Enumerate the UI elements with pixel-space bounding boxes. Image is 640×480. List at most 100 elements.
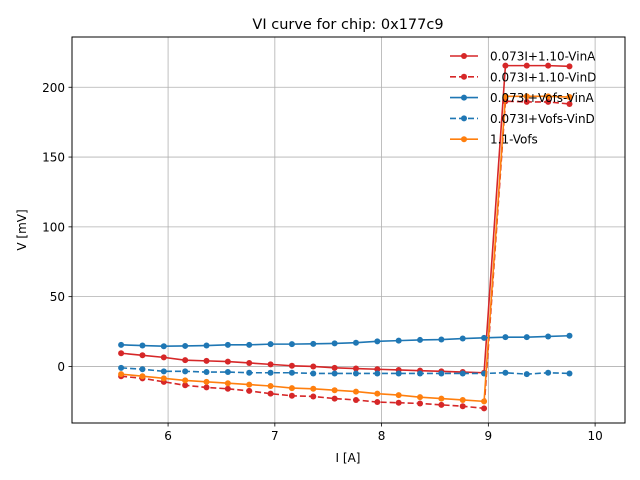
data-point: [246, 341, 253, 348]
data-point: [481, 398, 488, 405]
legend-item: 0.073I+Vofs-VinA: [450, 91, 595, 105]
data-point: [374, 370, 381, 377]
data-point: [545, 333, 552, 340]
series-group: [118, 62, 573, 412]
data-point: [160, 343, 167, 350]
y-axis-label: V [mV]: [15, 209, 29, 250]
data-point: [417, 370, 424, 377]
data-point: [566, 370, 573, 377]
data-point: [118, 350, 125, 357]
data-point: [310, 340, 317, 347]
data-point: [160, 368, 167, 375]
data-point: [438, 401, 445, 408]
data-point: [374, 390, 381, 397]
x-tick-label: 8: [378, 429, 386, 443]
data-point: [566, 94, 573, 101]
data-point: [310, 393, 317, 400]
legend-swatch-marker: [461, 115, 467, 122]
data-point: [139, 373, 146, 380]
data-point: [203, 378, 210, 385]
data-point: [566, 63, 573, 70]
data-point: [502, 334, 509, 341]
data-point: [459, 403, 466, 410]
data-point: [331, 364, 338, 371]
data-point: [331, 370, 338, 377]
y-axis-ticks: 0 50 100 150 200: [42, 81, 72, 374]
data-point: [203, 342, 210, 349]
series-3: [118, 364, 573, 378]
legend-item: 0.073I+1.10-VinD: [450, 70, 596, 84]
x-tick-label: 10: [587, 429, 602, 443]
data-point: [523, 62, 530, 69]
data-point: [331, 395, 338, 402]
data-point: [352, 370, 359, 377]
data-point: [331, 387, 338, 394]
data-point: [438, 370, 445, 377]
data-point: [139, 342, 146, 349]
data-point: [566, 332, 573, 339]
data-point: [288, 369, 295, 376]
data-point: [545, 369, 552, 376]
y-tick-label: 50: [50, 290, 65, 304]
data-point: [374, 366, 381, 373]
series-line: [121, 334, 570, 348]
data-point: [203, 357, 210, 364]
data-point: [288, 362, 295, 369]
legend-item: 1.1-Vofs: [450, 133, 538, 147]
legend-swatch-marker: [461, 73, 467, 80]
x-axis-label: I [A]: [336, 451, 361, 465]
data-point: [352, 388, 359, 395]
chart-title: VI curve for chip: 0x177c9: [252, 17, 443, 33]
y-tick-label: 0: [57, 360, 65, 374]
data-point: [438, 395, 445, 402]
data-point: [481, 334, 488, 341]
data-point: [246, 381, 253, 388]
series-line: [121, 95, 570, 403]
legend-swatch-marker: [461, 136, 467, 143]
data-point: [395, 392, 402, 399]
x-axis-ticks: 6 7 8 9 10: [164, 423, 603, 443]
data-point: [310, 370, 317, 377]
y-tick-label: 100: [42, 220, 65, 234]
data-point: [459, 396, 466, 403]
data-point: [566, 101, 573, 108]
data-point: [118, 364, 125, 371]
data-point: [310, 385, 317, 392]
legend-item: 0.073I+Vofs-VinD: [450, 112, 595, 126]
data-point: [224, 380, 231, 387]
grid: [72, 37, 625, 423]
data-point: [267, 361, 274, 368]
data-point: [352, 396, 359, 403]
x-tick-label: 6: [164, 429, 172, 443]
data-point: [288, 385, 295, 392]
data-point: [246, 387, 253, 394]
plot-frame: [71, 36, 626, 424]
data-point: [288, 341, 295, 348]
data-point: [160, 375, 167, 382]
data-point: [267, 341, 274, 348]
data-point: [523, 334, 530, 341]
data-point: [481, 405, 488, 412]
data-point: [160, 354, 167, 361]
data-point: [182, 368, 189, 375]
series-2: [118, 332, 573, 350]
y-tick-label: 200: [42, 81, 65, 95]
data-point: [288, 392, 295, 399]
data-point: [182, 357, 189, 364]
data-point: [374, 338, 381, 345]
data-point: [182, 377, 189, 384]
series-line: [121, 367, 570, 375]
data-point: [523, 93, 530, 100]
data-point: [224, 358, 231, 365]
data-point: [203, 369, 210, 376]
data-point: [224, 369, 231, 376]
legend-label: 0.073I+Vofs-VinA: [490, 91, 595, 105]
data-point: [459, 335, 466, 342]
legend-label: 1.1-Vofs: [490, 133, 538, 147]
x-tick-label: 9: [485, 429, 493, 443]
data-point: [139, 366, 146, 373]
legend-label: 0.073I+1.10-VinA: [490, 50, 596, 64]
data-point: [224, 341, 231, 348]
data-point: [438, 336, 445, 343]
legend-swatch-marker: [461, 53, 467, 59]
